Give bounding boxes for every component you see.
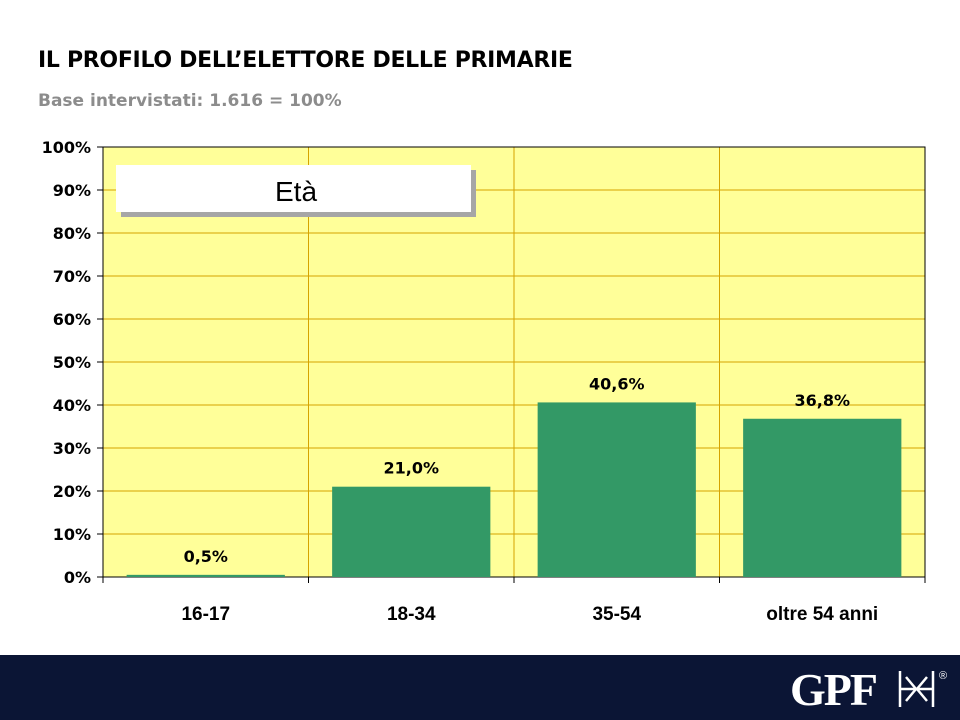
bar-16-17 xyxy=(126,574,285,577)
gpf-logo: GPF ® xyxy=(790,664,947,713)
plot-border xyxy=(102,146,926,578)
logo-mark-icon xyxy=(898,671,935,707)
data-label: 21,0% xyxy=(383,459,439,478)
x-tick-label: oltre 54 anni xyxy=(766,604,878,625)
data-label: 36,8% xyxy=(794,391,850,410)
y-tick-label: 70% xyxy=(53,267,91,286)
chart-title: Età xyxy=(275,176,317,207)
y-tick-label: 50% xyxy=(53,353,91,372)
bar-oltre 54 anni xyxy=(743,418,902,577)
y-tick-label: 40% xyxy=(53,396,91,415)
y-tick-label: 80% xyxy=(53,224,91,243)
data-label: 40,6% xyxy=(589,374,645,393)
y-tick-label: 10% xyxy=(53,525,91,544)
legend-box xyxy=(116,165,471,212)
y-tick-label: 100% xyxy=(42,138,91,157)
y-tick-label: 20% xyxy=(53,482,91,501)
y-tick-label: 60% xyxy=(53,310,91,329)
bar-35-54 xyxy=(537,402,696,577)
y-tick-label: 0% xyxy=(64,568,91,587)
x-tick-label: 35-54 xyxy=(592,604,641,625)
x-tick-label: 18-34 xyxy=(387,604,436,625)
page-subtitle: Base intervistati: 1.616 = 100% xyxy=(38,91,342,111)
registered-mark: ® xyxy=(939,670,947,682)
y-tick-label: 30% xyxy=(53,439,91,458)
bar-chart: 0% 10% 20% 30% 40% 50% 60% 70% 80% 90% 100% 0,5% 16-… xyxy=(42,138,926,625)
logo-text: GPF xyxy=(790,664,876,713)
footer-bar xyxy=(0,655,960,720)
page-title: IL PROFILO DELL’ELETTORE DELLE PRIMARIE xyxy=(38,48,573,73)
data-label: 0,5% xyxy=(184,547,228,566)
y-tick-label: 90% xyxy=(53,181,91,200)
x-tick-label: 16-17 xyxy=(181,604,230,625)
bar-18-34 xyxy=(332,486,491,577)
